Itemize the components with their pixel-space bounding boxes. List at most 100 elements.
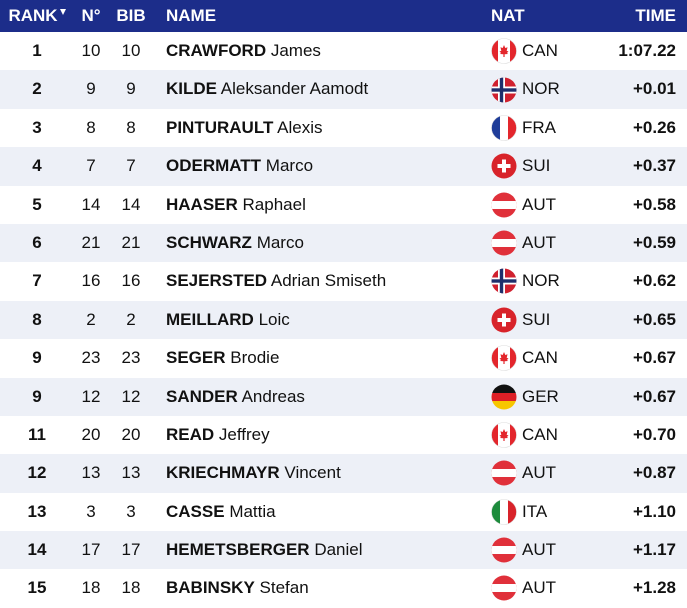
rank: 8 (32, 309, 42, 329)
header-time: TIME (635, 6, 676, 25)
nation: AUT (522, 194, 556, 214)
result-row[interactable]: 15 18 18 BABINSKY Stefan AUT +1.28 (0, 569, 687, 607)
header-bib: BIB (116, 6, 146, 25)
first-name: Andreas (241, 386, 305, 406)
result-row[interactable]: 9 12 12 SANDER Andreas GER +0.67 (0, 377, 687, 416)
first-name: Alexis (277, 117, 323, 137)
rank: 9 (32, 348, 42, 368)
bib: 9 (126, 79, 136, 99)
result-row[interactable]: 3 8 8 PINTURAULT Alexis FRA +0.26 (0, 109, 687, 147)
flag (491, 115, 517, 141)
start-number: 2 (86, 309, 96, 329)
bib: 10 (121, 41, 141, 60)
result-row[interactable]: 5 14 14 HAASER Raphael AUT +0.58 (0, 186, 687, 224)
first-name: Marco (265, 156, 314, 176)
time: +0.26 (632, 117, 676, 137)
rank: 7 (32, 271, 42, 291)
result-row[interactable]: 14 17 17 HEMETSBERGER Daniel AUT +1.17 (0, 531, 687, 570)
bib: 23 (121, 348, 141, 368)
header-rank[interactable]: RANK (0, 0, 74, 32)
surname: SANDER (166, 386, 238, 406)
nation: NOR (522, 79, 560, 99)
flag (491, 460, 517, 486)
rank: 13 (27, 501, 47, 521)
bib: 2 (126, 309, 136, 329)
bib: 14 (121, 194, 141, 214)
start-number: 8 (86, 117, 96, 137)
start-number: 16 (81, 271, 101, 291)
time: +0.58 (632, 194, 676, 214)
start-number: 9 (86, 79, 96, 99)
first-name: Aleksander Aamodt (220, 79, 369, 99)
result-row[interactable]: 12 13 13 KRIECHMAYR Vincent AUT +0.87 (0, 454, 687, 493)
result-row[interactable]: 11 20 20 READ Jeffrey CAN +0.70 (0, 416, 687, 454)
first-name: Daniel (314, 540, 363, 560)
flag (491, 153, 517, 179)
rank: 4 (32, 156, 42, 176)
result-row[interactable]: 8 2 2 MEILLARD Loic SUI +0.65 (0, 300, 687, 340)
time: +0.59 (632, 232, 676, 252)
surname: KRIECHMAYR (166, 463, 280, 483)
bib: 16 (121, 271, 141, 291)
bib: 12 (121, 386, 141, 406)
rank: 9 (32, 386, 42, 406)
surname: SEGER (166, 348, 226, 368)
rank: 14 (27, 540, 47, 560)
rank: 15 (27, 578, 47, 598)
rank: 3 (32, 117, 42, 137)
nation: CAN (522, 424, 558, 444)
result-row[interactable]: 9 23 23 SEGER Brodie CAN +0.67 (0, 339, 687, 377)
header-no: N° (81, 6, 101, 25)
time: +1.28 (632, 578, 676, 598)
flag (491, 77, 517, 103)
rank: 11 (28, 424, 46, 444)
start-number: 17 (81, 540, 101, 560)
nation: FRA (522, 117, 556, 137)
athlete-name: READ Jeffrey (166, 416, 270, 454)
athlete-name: ODERMATT Marco (166, 147, 313, 185)
nation: CAN (522, 348, 558, 368)
nation: AUT (522, 232, 556, 252)
result-row[interactable]: 4 7 7 ODERMATT Marco SUI +0.37 (0, 147, 687, 186)
header-rank-text: RANK (8, 6, 58, 25)
athlete-name: MEILLARD Loic (166, 301, 290, 339)
bib: 21 (121, 232, 141, 252)
surname: MEILLARD (166, 309, 254, 329)
start-number: 12 (81, 386, 101, 406)
flag (491, 268, 517, 294)
start-number: 14 (81, 194, 101, 214)
rank: 2 (32, 79, 42, 99)
sort-indicator (59, 9, 66, 15)
nation: AUT (522, 463, 556, 483)
header-nat: NAT (491, 6, 525, 25)
start-number: 21 (81, 232, 101, 252)
athlete-name: SCHWARZ Marco (166, 224, 304, 262)
athlete-name: SEJERSTED Adrian Smiseth (166, 262, 386, 300)
first-name: Adrian Smiseth (270, 271, 387, 291)
time: +1.17 (632, 540, 676, 560)
surname: HEMETSBERGER (166, 540, 310, 560)
first-name: Mattia (229, 501, 276, 521)
time: +0.01 (632, 79, 676, 99)
athlete-name: CASSE Mattia (166, 493, 276, 531)
result-row[interactable]: 7 16 16 SEJERSTED Adrian Smiseth NOR +0.62 (0, 262, 687, 300)
first-name: Stefan (259, 578, 309, 598)
start-number: 23 (81, 348, 101, 368)
result-row[interactable]: 13 3 3 CASSE Mattia ITA +1.10 (0, 493, 687, 531)
first-name: Raphael (242, 194, 306, 214)
athlete-name: CRAWFORD James (166, 32, 321, 70)
rank: 1 (32, 41, 42, 60)
surname: PINTURAULT (166, 117, 274, 137)
flag (491, 38, 517, 64)
nation: AUT (522, 578, 556, 598)
surname: READ (166, 424, 215, 444)
result-row[interactable]: 2 9 9 KILDE Aleksander Aamodt NOR +0.01 (0, 70, 687, 109)
flag (491, 345, 517, 371)
flag (491, 307, 517, 333)
result-row[interactable]: 6 21 21 SCHWARZ Marco AUT +0.59 (0, 223, 687, 263)
bib: 8 (126, 117, 136, 137)
result-row[interactable]: 1 10 10 CRAWFORD James CAN 1:07.22 (0, 32, 687, 70)
bib: 13 (121, 463, 141, 483)
surname: HAASER (166, 194, 238, 214)
nation: SUI (522, 156, 551, 176)
